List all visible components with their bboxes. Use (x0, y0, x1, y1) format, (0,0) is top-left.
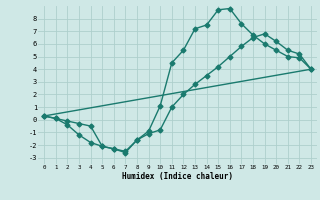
X-axis label: Humidex (Indice chaleur): Humidex (Indice chaleur) (122, 172, 233, 181)
